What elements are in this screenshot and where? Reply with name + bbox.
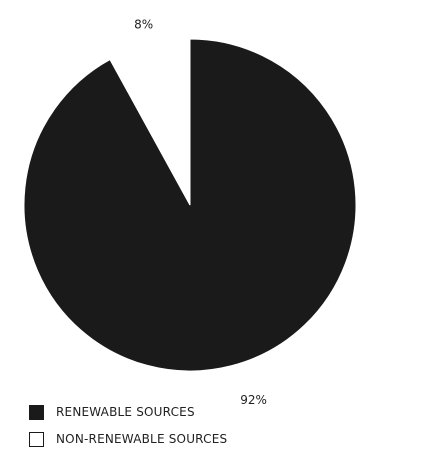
legend-label-non-renewable: NON-RENEWABLE SOURCES bbox=[56, 432, 228, 446]
legend-label-renewable: RENEWABLE SOURCES bbox=[56, 405, 195, 419]
legend-swatch-renewable bbox=[29, 404, 44, 420]
data-label-non-renewable: 8% bbox=[134, 17, 153, 31]
pie-data-labels: 92% 8% bbox=[134, 17, 267, 407]
pie-slices bbox=[23, 38, 357, 372]
legend-item-renewable: RENEWABLE SOURCES bbox=[29, 403, 227, 421]
legend: RENEWABLE SOURCES NON-RENEWABLE SOURCES bbox=[29, 403, 227, 457]
data-label-renewable: 92% bbox=[240, 393, 267, 407]
pie-slice-non-renewable bbox=[109, 38, 191, 206]
legend-swatch-non-renewable bbox=[29, 431, 44, 447]
legend-item-non-renewable: NON-RENEWABLE SOURCES bbox=[29, 430, 227, 448]
